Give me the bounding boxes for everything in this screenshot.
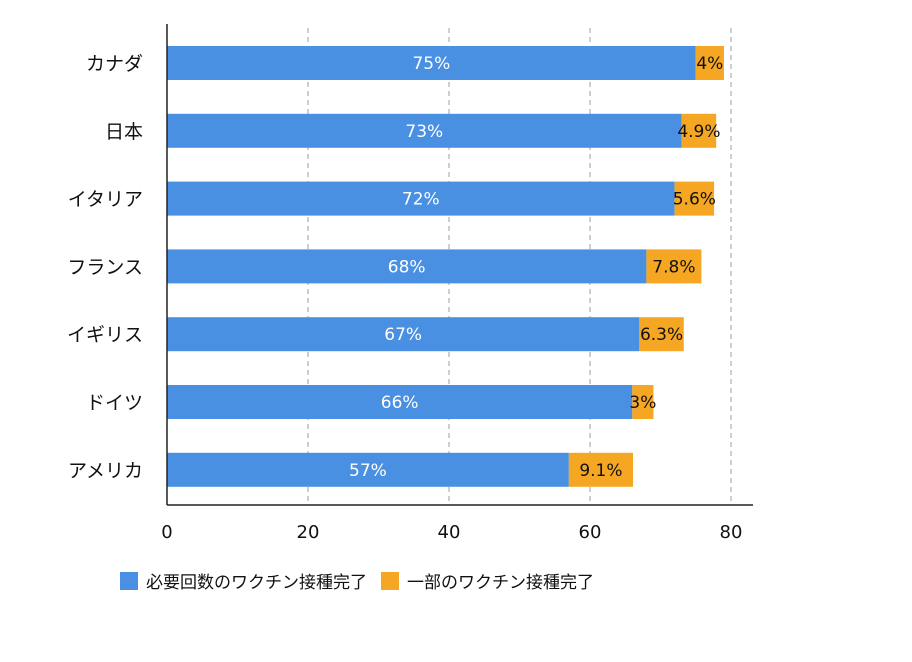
- bar-partial: [674, 181, 715, 216]
- legend-swatch-partial: [381, 571, 399, 590]
- legend-swatch-complete: [120, 571, 138, 590]
- category-label: イタリア: [68, 189, 143, 211]
- category-label: ドイツ: [86, 392, 143, 414]
- data-label-complete: 67%: [384, 325, 422, 345]
- bar-complete: [167, 46, 696, 80]
- data-label-partial: 6.3%: [640, 325, 683, 345]
- x-tick-label: 40: [438, 522, 461, 543]
- data-label-complete: 68%: [388, 257, 426, 277]
- bar-partial: [632, 385, 654, 419]
- data-label-complete: 75%: [412, 54, 450, 74]
- legend-item-partial: 一部のワクチン接種完了: [381, 568, 594, 593]
- x-tick-label: 60: [579, 522, 602, 543]
- category-label: アメリカ: [68, 460, 143, 482]
- x-tick-label: 80: [720, 522, 743, 543]
- bar-complete: [167, 452, 569, 487]
- x-tick-label: 20: [297, 522, 320, 543]
- data-label-partial: 9.1%: [579, 461, 622, 481]
- legend: 必要回数のワクチン接種完了 一部のワクチン接種完了: [120, 568, 608, 593]
- x-tick-label: 0: [161, 522, 172, 543]
- bar-partial: [568, 452, 634, 487]
- legend-label-partial: 一部のワクチン接種完了: [407, 573, 594, 593]
- legend-label-complete: 必要回数のワクチン接種完了: [146, 573, 367, 593]
- data-label-complete: 72%: [402, 190, 440, 210]
- data-label-partial: 4%: [696, 54, 723, 74]
- data-label-complete: 66%: [381, 393, 419, 413]
- data-label-partial: 5.6%: [673, 190, 716, 210]
- category-label: カナダ: [86, 53, 143, 75]
- data-label-partial: 4.9%: [677, 122, 720, 142]
- category-label: 日本: [105, 121, 143, 143]
- data-label-complete: 57%: [349, 461, 387, 481]
- bar-complete: [167, 113, 682, 148]
- data-label-complete: 73%: [405, 122, 443, 142]
- data-label-partial: 7.8%: [652, 257, 695, 277]
- category-label: イギリス: [67, 324, 143, 346]
- bar-complete: [167, 385, 633, 419]
- bar-complete: [167, 317, 640, 352]
- bar-partial: [681, 113, 717, 148]
- data-label-partial: 3%: [629, 393, 656, 413]
- bar-partial: [695, 46, 724, 80]
- bar-complete: [167, 181, 675, 216]
- bar-partial: [646, 249, 702, 284]
- bar-complete: [167, 249, 647, 284]
- category-label: フランス: [67, 256, 143, 278]
- legend-item-complete: 必要回数のワクチン接種完了: [120, 568, 367, 593]
- bar-partial: [639, 317, 684, 352]
